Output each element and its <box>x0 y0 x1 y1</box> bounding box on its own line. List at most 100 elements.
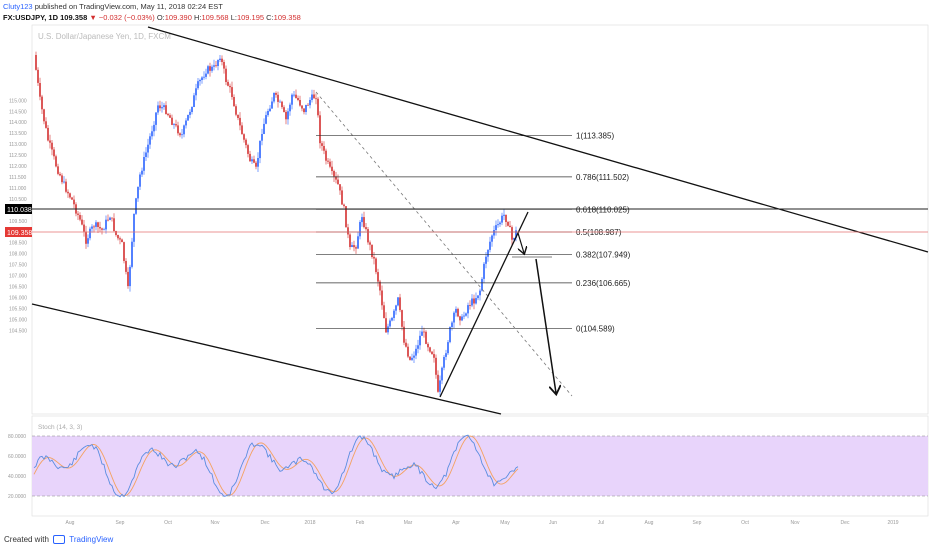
x-tick-label: Jul <box>598 520 604 526</box>
candle-body <box>339 184 341 191</box>
candle-body <box>167 113 169 116</box>
candle-body <box>265 115 267 124</box>
candle-body <box>193 95 195 107</box>
candle-body <box>513 238 515 240</box>
upper-channel-line[interactable] <box>147 26 929 253</box>
candle-body <box>419 335 421 346</box>
symbol-name[interactable]: FX:USDJPY, 1D <box>3 13 59 22</box>
candle-body <box>281 101 283 108</box>
candle-body <box>487 249 489 257</box>
candle-body <box>113 218 115 231</box>
candle-body <box>81 219 83 225</box>
x-tick-label: Aug <box>66 520 75 526</box>
lower-channel-line[interactable] <box>31 303 502 415</box>
candle-body <box>45 121 47 128</box>
candle-body <box>467 305 469 314</box>
candle-body <box>357 236 359 249</box>
candle-body <box>313 94 315 99</box>
candle-body <box>355 247 357 249</box>
candle-body <box>109 217 111 220</box>
candle-body <box>445 353 447 357</box>
candle-body <box>379 281 381 291</box>
stoch-band-fill <box>32 436 928 496</box>
candle-body <box>211 66 213 71</box>
candle-body <box>231 87 233 97</box>
candle-body <box>155 112 157 125</box>
candle-series <box>35 51 517 396</box>
x-tick-label: Aug <box>645 520 654 526</box>
candle-body <box>105 219 107 230</box>
candle-body <box>121 239 123 243</box>
candle-body <box>377 272 379 282</box>
candle-body <box>267 111 269 116</box>
candle-body <box>335 176 337 180</box>
candle-body <box>79 215 81 220</box>
candle-body <box>187 114 189 121</box>
candle-body <box>479 290 481 296</box>
candle-body <box>123 242 125 261</box>
last-price: 109.358 <box>60 13 88 22</box>
candle-body <box>95 222 97 227</box>
candle-body <box>141 170 143 175</box>
candle-body <box>261 134 263 141</box>
candle-body <box>411 357 413 360</box>
candle-body <box>59 173 61 176</box>
tradingview-logo-icon <box>53 535 66 545</box>
x-tick-label: Feb <box>356 520 365 526</box>
candle-body <box>39 83 41 97</box>
candle-body <box>333 171 335 177</box>
candle-body <box>177 125 179 134</box>
fib-level-label: 1(113.385) <box>576 132 614 141</box>
candle-body <box>93 226 95 228</box>
candle-body <box>283 107 285 112</box>
x-tick-label: Oct <box>164 520 172 526</box>
candle-body <box>53 149 55 157</box>
y-tick-label: 111.000 <box>9 186 27 192</box>
candle-body <box>385 318 387 333</box>
author-name[interactable]: Cluty123 <box>3 2 33 11</box>
candle-body <box>391 317 393 321</box>
candle-body <box>85 231 87 244</box>
candle-body <box>473 298 475 304</box>
fib-level-label: 0.786(111.502) <box>576 173 629 182</box>
candle-body <box>259 140 261 159</box>
candle-body <box>147 144 149 153</box>
candle-body <box>179 133 181 136</box>
stoch-d-line <box>33 435 519 497</box>
candle-body <box>37 69 39 83</box>
candle-body <box>485 256 487 264</box>
candle-body <box>97 222 99 227</box>
candle-body <box>275 93 277 95</box>
candle-body <box>349 234 351 247</box>
candle-body <box>417 345 419 349</box>
candle-body <box>465 313 467 316</box>
y-tick-label: 105.500 <box>9 306 27 312</box>
y-tick-label: 106.000 <box>9 295 27 301</box>
x-tick-label: Apr <box>452 520 460 526</box>
candle-body <box>295 94 297 98</box>
candle-body <box>239 117 241 126</box>
tradingview-brand[interactable]: TradingView <box>69 535 114 544</box>
open-value: 109.390 <box>164 13 192 22</box>
candle-body <box>115 231 117 235</box>
candle-body <box>435 357 437 375</box>
candle-body <box>257 158 259 167</box>
candle-body <box>403 326 405 343</box>
x-axis-ticks: Aug Sep Oct Nov Dec 2018 Feb Mar Apr May Jun Jul Aug… <box>66 520 899 526</box>
candle-body <box>205 73 207 77</box>
candle-body <box>233 97 235 107</box>
rising-trendline[interactable] <box>439 211 529 398</box>
y-tick-label: 114.500 <box>9 109 27 115</box>
candle-body <box>263 123 265 134</box>
candle-body <box>453 312 455 323</box>
candle-body <box>99 227 101 229</box>
candle-body <box>243 134 245 140</box>
y-tick-label: 110.500 <box>9 197 27 203</box>
candle-body <box>279 101 281 103</box>
open-label: O: <box>156 13 165 22</box>
candle-body <box>381 290 383 306</box>
candle-body <box>241 125 243 135</box>
candle-body <box>359 222 361 237</box>
candle-body <box>255 162 257 167</box>
